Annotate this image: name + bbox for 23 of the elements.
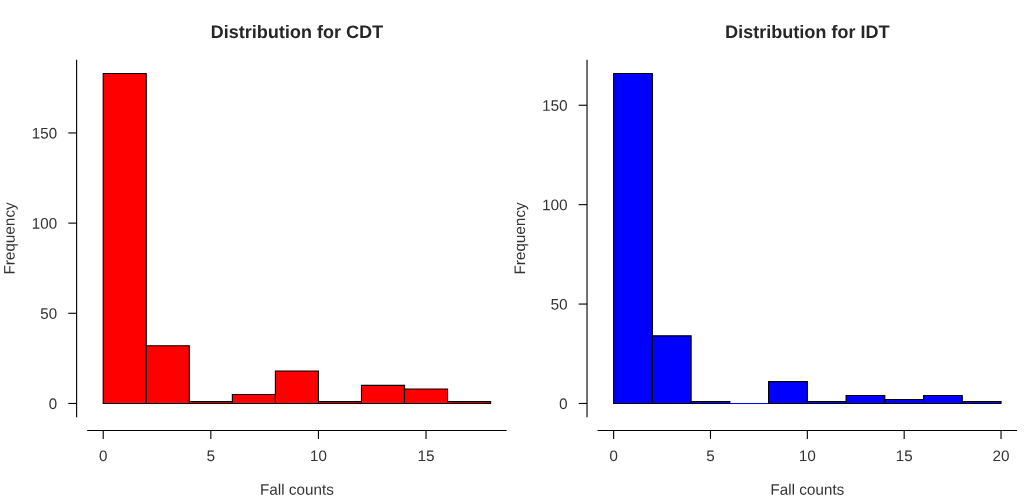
- x-tick-label: 0: [609, 450, 618, 462]
- chart-title: Distribution for IDT: [726, 24, 890, 39]
- x-tick-label: 10: [800, 450, 816, 462]
- y-axis-title: Frequency: [514, 202, 529, 274]
- x-axis-title: Fall counts: [771, 483, 844, 495]
- x-tick-label: 20: [993, 450, 1009, 462]
- y-tick-label: 50: [551, 298, 567, 310]
- y-tick-label: 150: [32, 127, 57, 139]
- x-axis-title: Fall counts: [261, 483, 334, 495]
- x-tick-label: 10: [311, 450, 327, 462]
- x-tick-label: 0: [99, 450, 107, 462]
- y-tick-label: 50: [40, 308, 57, 319]
- y-tick-label: 0: [559, 398, 567, 410]
- x-tick-label: 5: [706, 450, 715, 462]
- y-tick-label: 100: [32, 217, 57, 229]
- chart-title: Distribution for CDT: [211, 24, 383, 39]
- x-tick-label: 15: [896, 450, 913, 462]
- y-tick-label: 150: [543, 100, 567, 111]
- x-tick-label: 5: [207, 450, 215, 462]
- y-tick-label: 0: [49, 398, 57, 410]
- y-axis-title: Frequency: [4, 202, 18, 274]
- x-tick-label: 15: [418, 450, 434, 462]
- y-tick-label: 100: [543, 199, 567, 211]
